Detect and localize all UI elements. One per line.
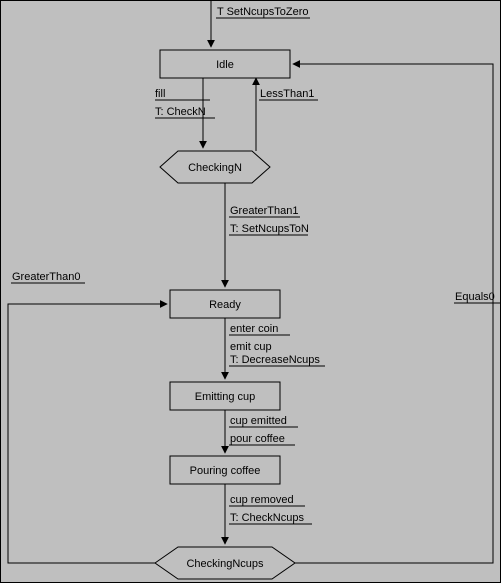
label-cupemitted: cup emitted bbox=[230, 415, 287, 427]
node-ready-label: Ready bbox=[209, 299, 241, 311]
label-cupremoved: cup removed bbox=[230, 494, 294, 506]
label-equals0: Equals0 bbox=[455, 291, 495, 303]
node-idle: Idle bbox=[160, 50, 290, 78]
node-pouring: Pouring coffee bbox=[170, 456, 280, 484]
node-checkingN: CheckingN bbox=[160, 151, 270, 183]
edge-checkncups-idle bbox=[293, 64, 493, 563]
node-checkingNcups-label: CheckingNcups bbox=[186, 558, 264, 570]
node-checkingNcups: CheckingNcups bbox=[155, 547, 295, 579]
label-setncupston: T: SetNcupsToN bbox=[230, 223, 309, 235]
label-pourcoffee: pour coffee bbox=[230, 433, 285, 445]
label-checkN: T: CheckN bbox=[155, 106, 206, 118]
label-fill: fill bbox=[155, 88, 165, 100]
label-lessthan1: LessThan1 bbox=[260, 88, 314, 100]
label-greaterthan1: GreaterThan1 bbox=[230, 205, 298, 217]
state-diagram: T SetNcupsToZero fill T: CheckN LessThan… bbox=[0, 0, 501, 583]
node-emitting-label: Emitting cup bbox=[195, 391, 256, 403]
node-ready: Ready bbox=[170, 290, 280, 318]
node-idle-label: Idle bbox=[216, 59, 234, 71]
label-checkncups: T: CheckNcups bbox=[230, 512, 304, 524]
label-greaterthan0: GreaterThan0 bbox=[12, 271, 80, 283]
node-emitting: Emitting cup bbox=[170, 382, 280, 410]
label-decreasencups: T: DecreaseNcups bbox=[230, 354, 320, 366]
label-entercoin: enter coin bbox=[230, 323, 278, 335]
node-pouring-label: Pouring coffee bbox=[190, 465, 261, 477]
label-entry: T SetNcupsToZero bbox=[217, 6, 309, 18]
label-emitcup: emit cup bbox=[230, 341, 272, 353]
node-checkingN-label: CheckingN bbox=[188, 162, 242, 174]
edge-checkncups-ready bbox=[8, 304, 167, 563]
